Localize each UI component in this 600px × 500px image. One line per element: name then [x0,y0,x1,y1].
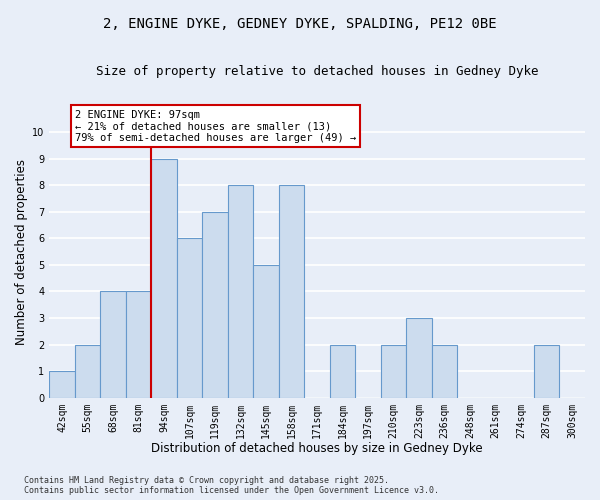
Bar [279,185,304,398]
Bar [177,238,202,398]
Bar [202,212,228,398]
Bar [126,292,151,398]
Text: 2 ENGINE DYKE: 97sqm
← 21% of detached houses are smaller (13)
79% of semi-detac: 2 ENGINE DYKE: 97sqm ← 21% of detached h… [75,110,356,142]
Text: Contains HM Land Registry data © Crown copyright and database right 2025.
Contai: Contains HM Land Registry data © Crown c… [24,476,439,495]
Bar [330,344,355,398]
Bar [100,292,126,398]
Bar [151,158,177,398]
Text: 2, ENGINE DYKE, GEDNEY DYKE, SPALDING, PE12 0BE: 2, ENGINE DYKE, GEDNEY DYKE, SPALDING, P… [103,18,497,32]
Bar [253,265,279,398]
Bar [406,318,432,398]
X-axis label: Distribution of detached houses by size in Gedney Dyke: Distribution of detached houses by size … [151,442,483,455]
Bar [49,371,75,398]
Bar [381,344,406,398]
Title: Size of property relative to detached houses in Gedney Dyke: Size of property relative to detached ho… [96,65,538,78]
Bar [228,185,253,398]
Bar [534,344,559,398]
Bar [432,344,457,398]
Bar [75,344,100,398]
Y-axis label: Number of detached properties: Number of detached properties [15,158,28,344]
